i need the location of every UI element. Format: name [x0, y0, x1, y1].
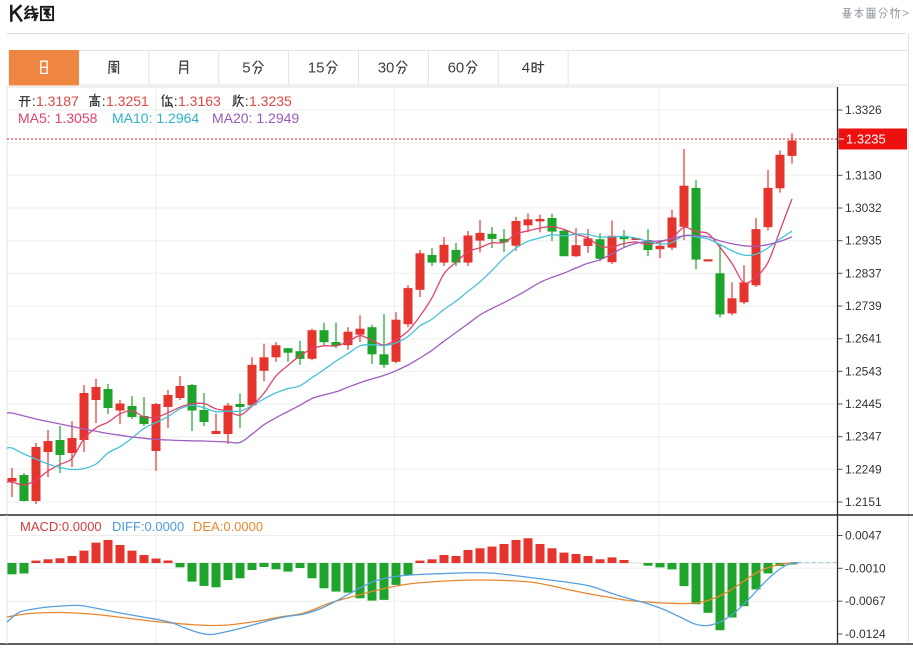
- svg-text:1.2641: 1.2641: [845, 332, 882, 346]
- svg-text:MA20: 1.2949: MA20: 1.2949: [212, 110, 299, 126]
- svg-text:MA5: 1.3058: MA5: 1.3058: [18, 110, 98, 126]
- svg-text:4: 4: [522, 60, 530, 77]
- svg-text:30: 30: [378, 60, 395, 77]
- svg-text:>: >: [902, 6, 909, 20]
- svg-text:-0.0124: -0.0124: [845, 627, 886, 641]
- svg-text:1.3235: 1.3235: [846, 132, 886, 147]
- svg-text::: :: [245, 93, 249, 109]
- svg-text:0.0047: 0.0047: [845, 529, 882, 543]
- svg-text:MA10: 1.2964: MA10: 1.2964: [112, 110, 199, 126]
- svg-text:-0.0010: -0.0010: [845, 561, 886, 575]
- svg-text::: :: [174, 93, 178, 109]
- svg-text:DIFF:0.0000: DIFF:0.0000: [112, 519, 184, 534]
- svg-text::: :: [32, 93, 36, 109]
- svg-text:1.3187: 1.3187: [36, 93, 79, 109]
- svg-text:1.2151: 1.2151: [845, 495, 882, 509]
- svg-text:1.3235: 1.3235: [249, 93, 292, 109]
- svg-text:DEA:0.0000: DEA:0.0000: [193, 519, 263, 534]
- svg-text:1.2445: 1.2445: [845, 397, 882, 411]
- svg-text:1.3251: 1.3251: [106, 93, 149, 109]
- svg-text:5: 5: [242, 60, 250, 77]
- svg-text:1.2837: 1.2837: [845, 266, 882, 280]
- svg-text:1.2935: 1.2935: [845, 234, 882, 248]
- svg-text:1.3163: 1.3163: [178, 93, 221, 109]
- svg-text:1.2739: 1.2739: [845, 299, 882, 313]
- svg-text:60: 60: [448, 60, 465, 77]
- svg-text:1.3032: 1.3032: [845, 201, 882, 215]
- svg-text:1.2543: 1.2543: [845, 364, 882, 378]
- svg-text:-0.0067: -0.0067: [845, 594, 886, 608]
- svg-text:1.3130: 1.3130: [845, 168, 882, 182]
- svg-text:1.2347: 1.2347: [845, 430, 882, 444]
- svg-text:1.3326: 1.3326: [845, 103, 882, 117]
- svg-text:MACD:0.0000: MACD:0.0000: [20, 519, 102, 534]
- svg-text::: :: [102, 93, 106, 109]
- svg-text:15: 15: [308, 60, 325, 77]
- svg-text:1.2249: 1.2249: [845, 462, 882, 476]
